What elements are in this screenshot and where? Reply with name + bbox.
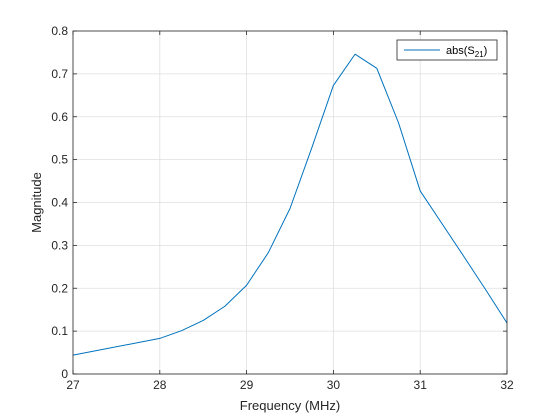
x-tick-label: 31 — [414, 378, 428, 392]
legend-label: abs(S21) — [446, 45, 487, 59]
y-tick-label: 0 — [61, 367, 68, 381]
legend-label-base: abs(S — [446, 45, 475, 57]
series-line-0 — [72, 53, 508, 356]
y-tick-label: 0.1 — [51, 324, 68, 338]
y-tick-label: 0.4 — [51, 196, 68, 210]
x-tick-label: 29 — [240, 378, 254, 392]
y-tick-label: 0.3 — [51, 238, 68, 252]
tick-group: 27 28 29 30 31 32 0 0.1 0.2 0.3 0.4 0.5 0.6 0.7 0.8 — [51, 24, 514, 392]
x-axis-label: Frequency (MHz) — [240, 398, 340, 413]
x-tick-label: 30 — [327, 378, 341, 392]
x-tick-label: 28 — [153, 378, 167, 392]
y-tick-label: 0.8 — [51, 24, 68, 38]
x-tick-label: 27 — [66, 378, 80, 392]
legend-label-close: ) — [484, 45, 488, 57]
legend-label-subscript: 21 — [475, 50, 484, 59]
y-axis-label: Magnitude — [29, 172, 44, 233]
legend-box — [396, 39, 498, 61]
y-tick-label: 0.2 — [51, 281, 68, 295]
y-tick-label: 0.5 — [51, 153, 68, 167]
y-tick-label: 0.6 — [51, 110, 68, 124]
x-tick-label: 32 — [500, 378, 514, 392]
legend: abs(S21) — [396, 39, 498, 61]
y-tick-label: 0.7 — [51, 67, 68, 81]
series-group — [72, 53, 508, 356]
